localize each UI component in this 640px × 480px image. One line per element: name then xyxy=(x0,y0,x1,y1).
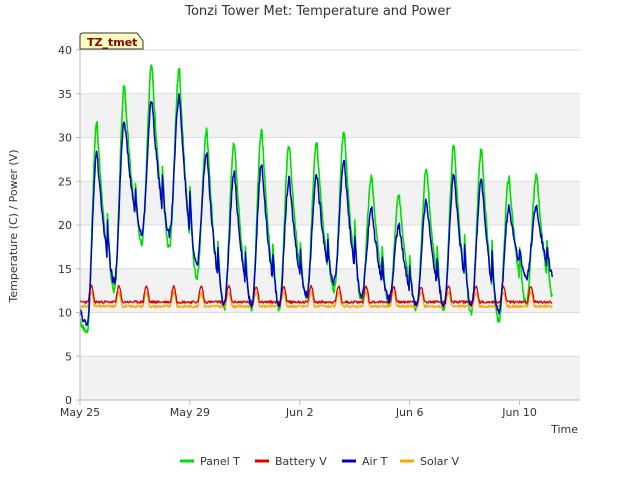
y-tick-label: 40 xyxy=(58,44,72,57)
site-tag-box xyxy=(79,32,144,50)
y-tick-label: 0 xyxy=(65,394,72,407)
y-tick-label: 20 xyxy=(58,219,72,232)
legend-item: Air T xyxy=(342,455,388,468)
y-tick-label: 5 xyxy=(65,350,72,363)
x-axis-ticks: May 25 May 29 Jun 2 Jun 6 Jun 10 xyxy=(60,400,537,419)
legend-item: Solar V xyxy=(400,455,460,468)
legend-label: Panel T xyxy=(200,455,240,468)
legend-label: Air T xyxy=(362,455,388,468)
x-tick-label: May 25 xyxy=(60,406,100,419)
grid-band xyxy=(80,356,580,400)
y-tick-label: 25 xyxy=(58,175,72,188)
legend: Panel T Battery V Air T Solar V xyxy=(180,455,460,468)
site-tag-label: TZ_tmet xyxy=(87,36,137,49)
y-axis-ticks: 0 5 10 15 20 25 30 35 40 xyxy=(58,44,80,407)
chart-title: Tonzi Tower Met: Temperature and Power xyxy=(184,4,451,19)
y-tick-label: 30 xyxy=(58,132,72,145)
x-tick-label: Jun 2 xyxy=(285,406,314,419)
x-axis-label: Time xyxy=(550,423,578,436)
y-axis-label: Temperature (C) / Power (V) xyxy=(7,149,20,303)
series-line-air-t xyxy=(79,93,553,327)
plot-lines xyxy=(79,64,553,334)
legend-label: Solar V xyxy=(420,455,460,468)
grid-band xyxy=(80,93,580,138)
series-line-solar-v xyxy=(79,290,553,309)
y-tick-label: 10 xyxy=(58,307,72,320)
y-tick-label: 35 xyxy=(58,88,72,101)
legend-label: Battery V xyxy=(275,455,327,468)
legend-item: Battery V xyxy=(255,455,327,468)
y-tick-label: 15 xyxy=(58,263,72,276)
site-tag: TZ_tmet xyxy=(79,32,144,50)
x-tick-label: May 29 xyxy=(170,406,210,419)
x-tick-label: Jun 6 xyxy=(395,406,424,419)
legend-item: Panel T xyxy=(180,455,240,468)
x-tick-label: Jun 10 xyxy=(501,406,537,419)
